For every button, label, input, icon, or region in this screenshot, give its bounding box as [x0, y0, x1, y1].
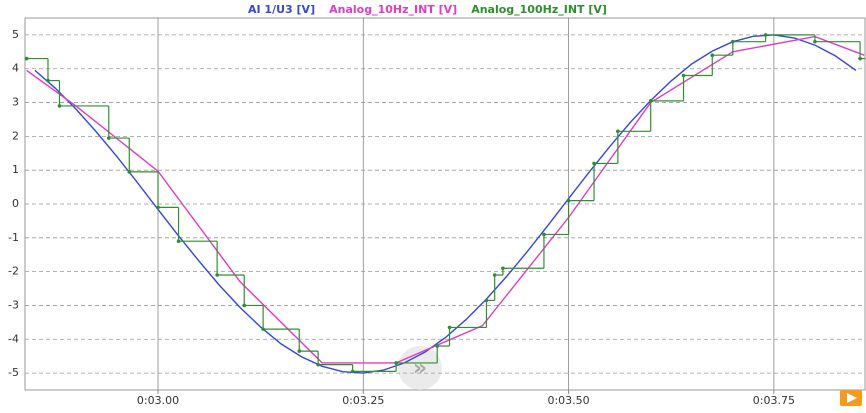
sample-dot [215, 273, 219, 277]
sample-dot [710, 53, 715, 57]
sample-dot [156, 205, 160, 210]
sample-dot [566, 198, 571, 203]
play-icon [847, 393, 857, 403]
sample-dot [127, 170, 132, 174]
sample-dot [447, 325, 452, 330]
sample-dot [858, 56, 862, 61]
sample-dot [731, 39, 735, 44]
series-line [34, 34, 857, 374]
sample-dot [813, 39, 817, 44]
sample-dot [57, 104, 62, 108]
sample-dot [316, 362, 320, 367]
sample-dot [176, 239, 181, 243]
sample-dot [106, 136, 111, 140]
x-tick-label: 0:03.25 [342, 394, 384, 407]
y-tick-label: 2 [12, 129, 19, 142]
legend-entry: Analog_10Hz_INT [V] [329, 3, 457, 16]
series-line [26, 35, 865, 364]
sample-dot [394, 361, 398, 365]
x-tick-label: 0:03.00 [137, 394, 179, 407]
sample-dot [592, 161, 596, 166]
sample-dot [484, 298, 489, 303]
y-tick-label: 5 [12, 28, 19, 41]
y-tick-label: 0 [12, 197, 19, 210]
y-tick-label: -4 [8, 332, 19, 345]
sample-dot [542, 232, 546, 237]
sample-dot [616, 129, 620, 134]
y-tick-label: 4 [12, 62, 19, 75]
sample-dot [681, 73, 686, 78]
legend: AI 1/U3 [V] Analog_10Hz_INT [V] Analog_100… [248, 3, 607, 16]
y-tick-label: 1 [12, 163, 19, 176]
sample-dot [261, 327, 265, 331]
x-tick-label: 0:03.75 [753, 394, 795, 407]
y-tick-label: 3 [12, 96, 19, 109]
x-tick-label: 0:03.50 [547, 394, 589, 407]
legend-entry: AI 1/U3 [V] [248, 3, 315, 16]
sample-dot [297, 349, 302, 353]
sample-dot [763, 33, 768, 37]
skip-icon: » [413, 356, 427, 381]
sample-dot [492, 273, 497, 277]
y-tick-label: -2 [8, 265, 19, 278]
sample-dot [501, 266, 505, 271]
y-tick-label: -5 [8, 366, 19, 379]
sample-dot [46, 78, 50, 83]
legend-entry: Analog_100Hz_INT [V] [471, 3, 607, 16]
sample-dot [648, 99, 653, 103]
sample-dot [24, 56, 29, 61]
sample-dot [435, 344, 439, 348]
sample-dot [242, 303, 247, 308]
y-tick-label: -3 [8, 298, 19, 311]
plot-layer [24, 18, 865, 390]
sample-dot [350, 369, 355, 374]
y-tick-label: -1 [8, 231, 19, 244]
play-button[interactable] [840, 390, 862, 406]
